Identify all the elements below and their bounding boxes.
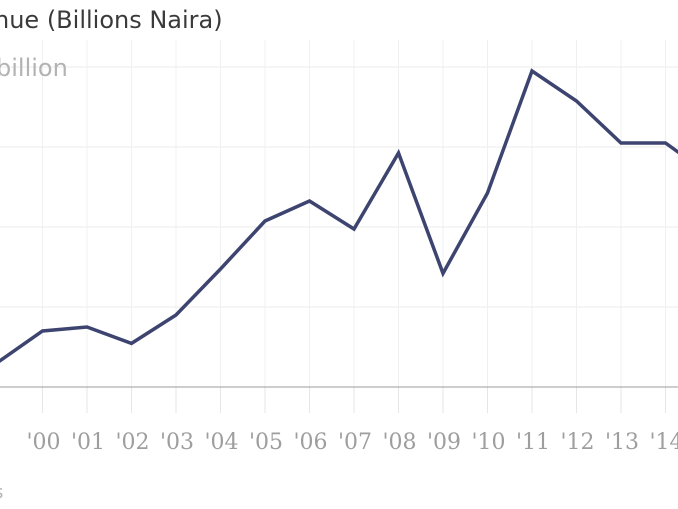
series-layer [0,68,678,363]
x-tick-labels: '00 '01 '02 '03 '04 '05 '06 '07 '08 '09 '10 '11 '12 '… [26,430,678,455]
x-tick-label: '05 [249,430,283,455]
x-tick-label: '08 [382,430,416,455]
y-unit-label: billion [0,54,68,82]
x-tick-label: '11 [516,430,550,455]
x-tick-label: '03 [160,430,194,455]
x-tick-label: '01 [71,430,105,455]
x-tick-label: '09 [427,430,461,455]
source-label: s [0,482,3,503]
x-tick-label: '12 [560,430,594,455]
gridlines [0,40,678,413]
x-tick-label: '14 [649,430,678,455]
x-tick-label: '02 [115,430,149,455]
x-tick-label: '10 [471,430,505,455]
chart-title: nue (Billions Naira) [0,6,223,34]
x-tick-label: '13 [605,430,639,455]
x-tick-label: '07 [338,430,372,455]
x-tick-label: '00 [26,430,60,455]
x-tick-label: '04 [204,430,238,455]
x-tick-label: '06 [293,430,327,455]
